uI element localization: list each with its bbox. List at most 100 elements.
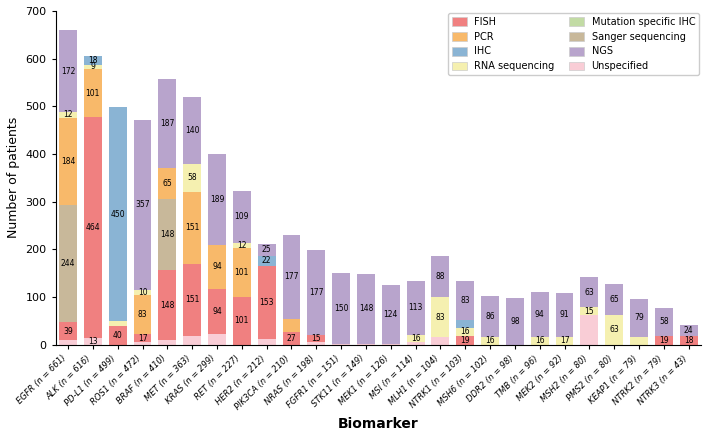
Text: 151: 151 — [185, 223, 200, 232]
Bar — [84, 65, 102, 69]
Text: 19: 19 — [460, 336, 470, 345]
Text: 12: 12 — [63, 110, 73, 120]
Bar — [282, 234, 300, 319]
Bar — [134, 290, 152, 295]
Text: 65: 65 — [610, 295, 619, 304]
Text: 16: 16 — [535, 336, 544, 345]
Text: 177: 177 — [309, 288, 324, 297]
Text: 19: 19 — [659, 336, 668, 345]
Text: 10: 10 — [138, 288, 147, 297]
Bar — [159, 270, 176, 340]
Bar — [233, 248, 251, 297]
Text: 153: 153 — [259, 298, 274, 307]
Bar — [109, 107, 127, 321]
Bar — [282, 332, 300, 345]
Text: 94: 94 — [212, 307, 222, 316]
Bar — [59, 322, 77, 340]
Text: 88: 88 — [435, 272, 445, 281]
Bar — [208, 290, 226, 334]
Bar — [258, 339, 275, 345]
Bar — [59, 340, 77, 345]
Text: 177: 177 — [284, 272, 299, 281]
Bar — [556, 336, 573, 345]
Bar — [581, 314, 598, 345]
Bar — [680, 336, 697, 345]
Text: 18: 18 — [684, 336, 693, 345]
Bar — [456, 320, 474, 328]
Bar — [431, 297, 450, 337]
Bar — [84, 56, 102, 65]
Text: 172: 172 — [61, 67, 75, 75]
Text: 63: 63 — [610, 325, 619, 334]
Bar — [332, 344, 350, 345]
Bar — [183, 336, 201, 345]
Text: 63: 63 — [585, 288, 594, 297]
Bar — [233, 297, 251, 345]
Text: 15: 15 — [312, 334, 321, 343]
Bar — [84, 117, 102, 339]
Text: 101: 101 — [234, 316, 249, 325]
Y-axis label: Number of patients: Number of patients — [7, 117, 20, 238]
Text: 16: 16 — [485, 336, 495, 345]
Text: 39: 39 — [63, 327, 73, 336]
Bar — [531, 292, 549, 337]
Bar — [581, 307, 598, 314]
Text: 65: 65 — [162, 179, 172, 188]
Text: 9: 9 — [91, 63, 96, 71]
Text: 86: 86 — [485, 312, 495, 321]
Bar — [109, 321, 127, 325]
Bar — [208, 334, 226, 345]
Bar — [159, 340, 176, 345]
Text: 58: 58 — [659, 317, 668, 326]
Bar — [431, 337, 450, 345]
Bar — [159, 168, 176, 199]
Bar — [134, 120, 152, 290]
Bar — [605, 284, 623, 314]
Text: 140: 140 — [185, 126, 200, 135]
Bar — [233, 243, 251, 248]
Bar — [208, 244, 226, 290]
Bar — [159, 199, 176, 270]
Bar — [382, 344, 400, 345]
Bar — [481, 337, 499, 345]
Text: 83: 83 — [138, 310, 147, 319]
Text: 94: 94 — [535, 310, 544, 319]
Text: 124: 124 — [384, 310, 398, 319]
Text: 98: 98 — [510, 317, 520, 326]
Bar — [456, 336, 474, 345]
Legend: FISH, PCR, IHC, RNA sequencing, Mutation specific IHC, Sanger sequencing, NGS, U: FISH, PCR, IHC, RNA sequencing, Mutation… — [448, 13, 699, 75]
Bar — [159, 79, 176, 168]
Text: 151: 151 — [185, 295, 200, 304]
Text: 113: 113 — [409, 303, 423, 312]
Bar — [630, 299, 648, 336]
Bar — [382, 285, 400, 344]
Bar — [406, 281, 425, 335]
Text: 83: 83 — [435, 313, 445, 322]
Text: 27: 27 — [287, 334, 296, 343]
Text: 109: 109 — [234, 212, 249, 221]
Text: 101: 101 — [234, 268, 249, 277]
Text: 15: 15 — [585, 307, 594, 315]
Text: 16: 16 — [411, 334, 421, 343]
Bar — [431, 255, 450, 297]
Bar — [258, 266, 275, 339]
Bar — [183, 264, 201, 336]
Bar — [680, 325, 697, 336]
Bar — [307, 335, 325, 342]
Bar — [456, 328, 474, 336]
Bar — [406, 342, 425, 345]
Text: 464: 464 — [86, 223, 101, 233]
Bar — [258, 255, 275, 266]
Text: 22: 22 — [262, 256, 271, 265]
Text: 150: 150 — [334, 304, 348, 313]
Text: 450: 450 — [110, 209, 125, 219]
Text: 148: 148 — [160, 300, 175, 310]
Text: 12: 12 — [237, 241, 246, 250]
Text: 17: 17 — [560, 336, 569, 345]
Text: 83: 83 — [460, 296, 470, 305]
Bar — [556, 293, 573, 336]
Bar — [630, 336, 648, 345]
Bar — [134, 342, 152, 345]
Bar — [84, 339, 102, 345]
Bar — [357, 344, 375, 345]
